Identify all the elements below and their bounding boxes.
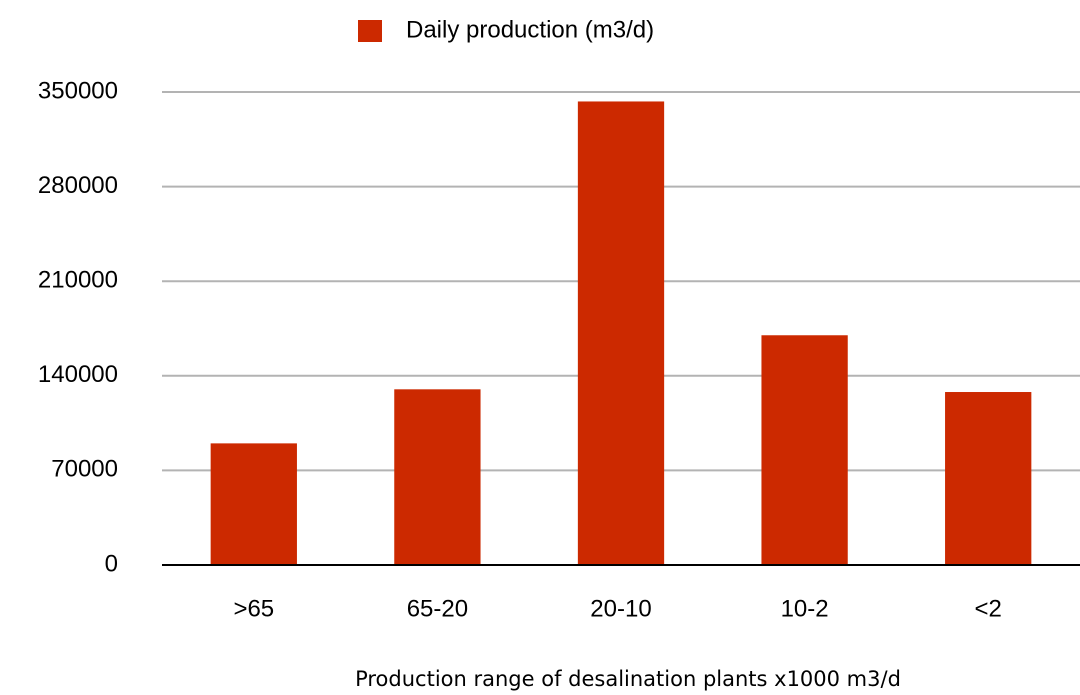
y-tick-label: 280000 — [38, 172, 118, 199]
legend-swatch — [358, 20, 382, 42]
y-tick-label: 350000 — [38, 77, 118, 104]
bar — [945, 392, 1032, 565]
bar — [210, 443, 297, 565]
x-tick-label: 65-20 — [407, 595, 468, 622]
legend-label: Daily production (m3/d) — [406, 16, 654, 43]
bar — [577, 101, 665, 566]
x-axis-title: Production range of desalination plants … — [355, 667, 901, 691]
x-tick-label: 10-2 — [781, 595, 829, 622]
bar — [394, 389, 481, 565]
bar — [761, 335, 848, 565]
y-tick-label: 0 — [105, 550, 118, 577]
y-tick-label: 210000 — [38, 267, 118, 294]
y-tick-label: 70000 — [51, 456, 118, 483]
x-tick-label: >65 — [233, 595, 274, 622]
x-tick-label: <2 — [975, 595, 1002, 622]
x-tick-label: 20-10 — [590, 595, 651, 622]
y-tick-label: 140000 — [38, 361, 118, 388]
